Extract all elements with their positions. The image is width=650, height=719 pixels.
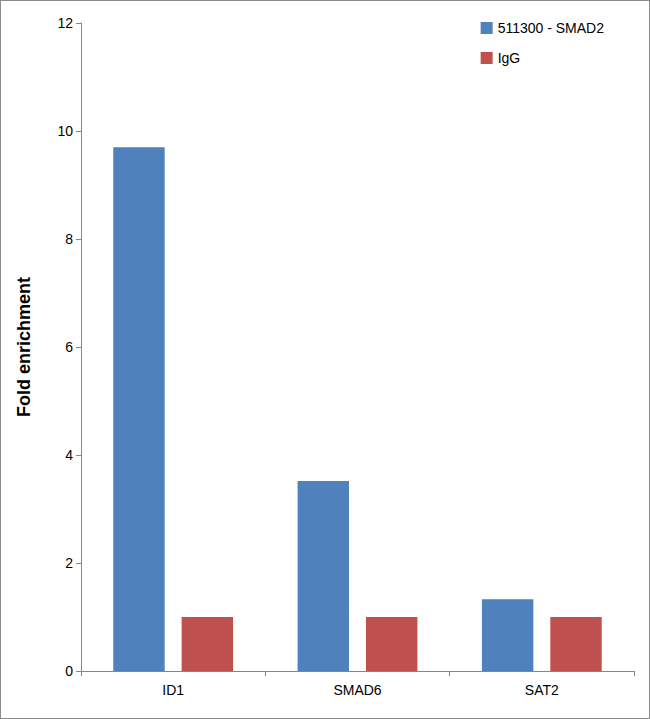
svg-text:Fold enrichment: Fold enrichment — [14, 277, 34, 417]
svg-text:10: 10 — [57, 123, 73, 139]
svg-text:SAT2: SAT2 — [525, 682, 559, 698]
svg-text:IgG: IgG — [498, 50, 521, 66]
svg-text:511300 - SMAD2: 511300 - SMAD2 — [498, 20, 605, 36]
svg-text:2: 2 — [65, 555, 73, 571]
svg-text:6: 6 — [65, 339, 73, 355]
svg-text:ID1: ID1 — [162, 682, 184, 698]
svg-text:12: 12 — [57, 15, 73, 31]
svg-text:0: 0 — [65, 663, 73, 679]
svg-text:SMAD6: SMAD6 — [333, 682, 381, 698]
svg-text:4: 4 — [65, 447, 73, 463]
svg-text:8: 8 — [65, 231, 73, 247]
